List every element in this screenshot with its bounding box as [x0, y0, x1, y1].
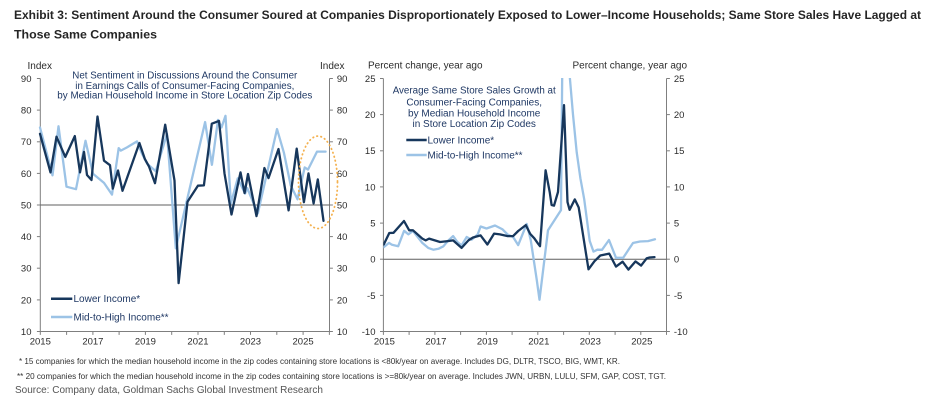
svg-text:60: 60 [21, 169, 32, 180]
svg-text:70: 70 [21, 137, 32, 148]
svg-text:-10: -10 [674, 327, 688, 338]
svg-text:2017: 2017 [82, 337, 103, 348]
svg-text:15: 15 [674, 146, 685, 157]
svg-text:80: 80 [337, 106, 348, 117]
svg-text:2021: 2021 [187, 337, 208, 348]
svg-text:-5: -5 [367, 291, 375, 302]
svg-text:60: 60 [337, 169, 348, 180]
svg-text:Average Same Store Sales Growt: Average Same Store Sales Growth at [393, 86, 556, 97]
svg-text:Source: Company data, Goldman: Source: Company data, Goldman Sachs Glob… [15, 385, 323, 396]
svg-text:2015: 2015 [30, 337, 51, 348]
svg-text:2023: 2023 [580, 337, 601, 348]
svg-text:5: 5 [674, 219, 679, 230]
svg-text:-5: -5 [674, 291, 682, 302]
svg-text:40: 40 [21, 232, 32, 243]
svg-text:15: 15 [365, 146, 376, 157]
svg-text:20: 20 [365, 110, 376, 121]
svg-text:50: 50 [21, 200, 32, 211]
svg-text:2017: 2017 [425, 337, 446, 348]
svg-text:2021: 2021 [528, 337, 549, 348]
svg-text:by Median Household Income in: by Median Household Income in Store Loca… [57, 91, 312, 102]
svg-text:Percent change, year ago: Percent change, year ago [573, 61, 688, 72]
svg-text:90: 90 [21, 74, 32, 85]
svg-text:2025: 2025 [631, 337, 652, 348]
svg-text:20: 20 [337, 295, 348, 306]
svg-text:50: 50 [337, 200, 348, 211]
svg-text:10: 10 [21, 327, 32, 338]
svg-text:Percent change, year ago: Percent change, year ago [368, 61, 483, 72]
svg-text:Index: Index [320, 61, 344, 72]
svg-text:0: 0 [370, 255, 375, 266]
svg-text:2015: 2015 [374, 337, 395, 348]
svg-text:-10: -10 [362, 327, 376, 338]
svg-text:10: 10 [365, 182, 376, 193]
svg-text:in Earnings Calls of Consumer-: in Earnings Calls of Consumer-Facing Com… [75, 81, 294, 92]
svg-text:25: 25 [365, 74, 376, 85]
svg-text:by Median Household Income: by Median Household Income [408, 108, 541, 119]
svg-text:30: 30 [21, 264, 32, 275]
svg-text:* 15 companies for which the m: * 15 companies for which the median hous… [19, 356, 620, 366]
svg-text:80: 80 [21, 106, 32, 117]
svg-text:20: 20 [674, 110, 685, 121]
svg-text:25: 25 [674, 74, 685, 85]
svg-text:Consumer-Facing Companies,: Consumer-Facing Companies, [406, 97, 542, 108]
svg-text:2019: 2019 [135, 337, 156, 348]
svg-text:Lower Income*: Lower Income* [74, 294, 141, 305]
svg-text:** 20 companies for which the: ** 20 companies for which the median hou… [17, 371, 666, 381]
svg-text:0: 0 [674, 255, 679, 266]
svg-text:in Store Location Zip Codes: in Store Location Zip Codes [412, 119, 535, 130]
svg-text:Mid-to-High Income**: Mid-to-High Income** [428, 150, 523, 161]
svg-text:5: 5 [370, 219, 375, 230]
svg-text:Index: Index [28, 61, 52, 72]
svg-text:2019: 2019 [477, 337, 498, 348]
svg-text:10: 10 [337, 327, 348, 338]
svg-text:Those Same Companies: Those Same Companies [14, 28, 157, 42]
svg-text:Mid-to-High Income**: Mid-to-High Income** [74, 312, 169, 323]
svg-text:Exhibit 3: Sentiment Around th: Exhibit 3: Sentiment Around the Consumer… [14, 8, 921, 22]
svg-text:Lower Income*: Lower Income* [428, 135, 495, 146]
svg-text:Net Sentiment in Discussions A: Net Sentiment in Discussions Around the … [72, 71, 298, 82]
svg-text:20: 20 [21, 295, 32, 306]
svg-text:40: 40 [337, 232, 348, 243]
svg-text:70: 70 [337, 137, 348, 148]
svg-text:2025: 2025 [293, 337, 314, 348]
svg-text:30: 30 [337, 264, 348, 275]
svg-text:10: 10 [674, 182, 685, 193]
svg-text:2023: 2023 [240, 337, 261, 348]
svg-text:90: 90 [337, 74, 348, 85]
